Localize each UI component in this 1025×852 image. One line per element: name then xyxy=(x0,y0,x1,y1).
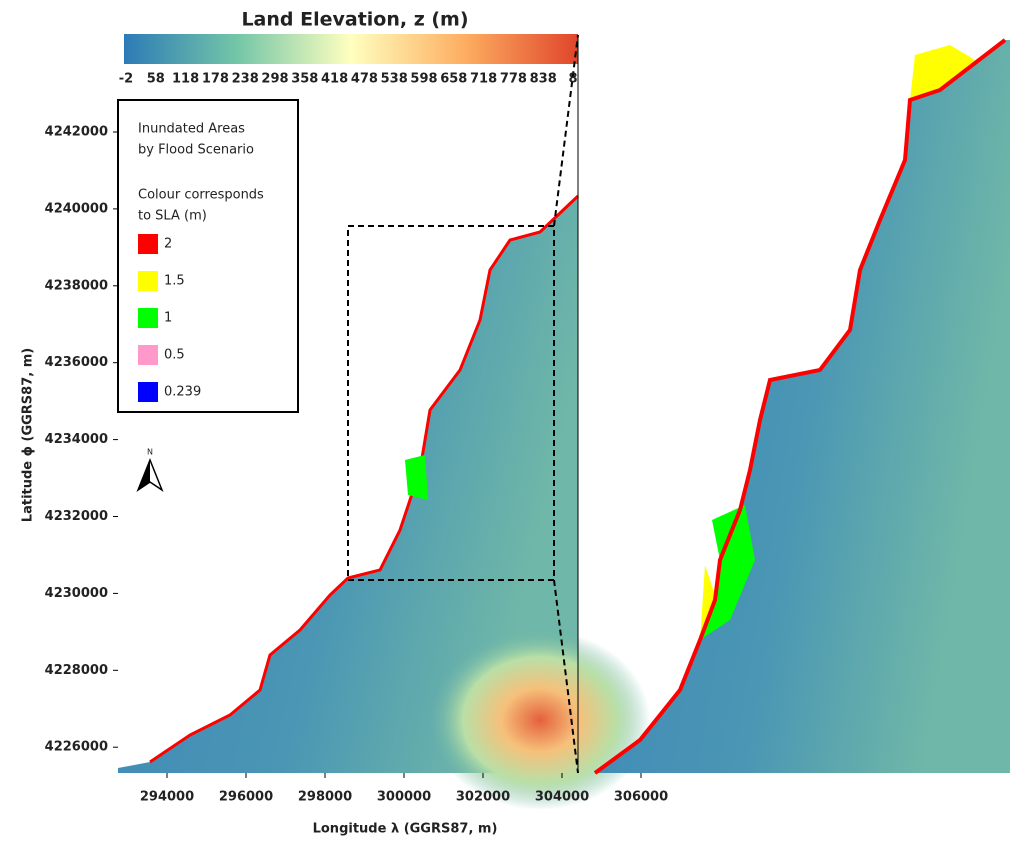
zoom-line xyxy=(553,579,579,774)
legend-title: Inundated Areas xyxy=(138,122,245,137)
colorbar-tick-label: 238 xyxy=(232,72,259,87)
legend-swatch xyxy=(138,345,158,365)
colorbar-tick-label: 8 xyxy=(568,72,577,87)
flood-edge xyxy=(593,38,1007,775)
colorbar-tick-label: 418 xyxy=(321,72,348,87)
zoom-box xyxy=(347,225,555,581)
colorbar-tick-label: 358 xyxy=(291,72,318,87)
colorbar-tick-label: 598 xyxy=(410,72,437,87)
colorbar-tick-label: 658 xyxy=(440,72,467,87)
colorbar xyxy=(124,34,578,64)
colorbar-tick-label: 118 xyxy=(172,72,199,87)
x-tick-label: 296000 xyxy=(219,790,273,805)
x-tick-label: 294000 xyxy=(140,790,194,805)
legend-swatch xyxy=(138,234,158,254)
flood-edge xyxy=(149,194,580,764)
x-tick-label: 306000 xyxy=(614,790,668,805)
north-label: N xyxy=(147,448,153,457)
legend-box xyxy=(117,99,299,413)
x-tick-label: 302000 xyxy=(456,790,510,805)
legend-label: 2 xyxy=(164,237,172,252)
y-tick-label: 4240000 xyxy=(45,201,108,216)
colorbar-tick-label: 838 xyxy=(530,72,557,87)
colorbar-tick-label: 778 xyxy=(500,72,527,87)
legend-label: 1 xyxy=(164,311,172,326)
y-tick-label: 4232000 xyxy=(45,509,108,524)
highland xyxy=(430,630,650,810)
land-right xyxy=(595,40,1010,773)
legend-title: by Flood Scenario xyxy=(138,143,254,158)
land-left xyxy=(118,196,578,773)
y-tick-label: 4242000 xyxy=(45,125,108,140)
legend-subtitle: Colour corresponds xyxy=(138,188,264,203)
colorbar-tick-label: 478 xyxy=(351,72,378,87)
y-tick-label: 4230000 xyxy=(45,586,108,601)
zoom-line xyxy=(553,34,579,227)
colorbar-tick-label: 178 xyxy=(202,72,229,87)
y-axis-label: Latitude ϕ (GGRS87, m) xyxy=(21,348,36,522)
north-arrow-half xyxy=(138,460,150,490)
y-tick-label: 4238000 xyxy=(45,278,108,293)
x-tick-label: 300000 xyxy=(377,790,431,805)
legend-swatch xyxy=(138,308,158,328)
legend-swatch xyxy=(138,271,158,291)
colorbar-tick-label: 298 xyxy=(261,72,288,87)
colorbar-tick-label: 718 xyxy=(470,72,497,87)
legend-label: 0.239 xyxy=(164,385,201,400)
colorbar-tick-label: 538 xyxy=(381,72,408,87)
colorbar-tick-label: -2 xyxy=(119,72,133,87)
y-tick-label: 4234000 xyxy=(45,432,108,447)
legend-label: 1.5 xyxy=(164,274,185,289)
legend-label: 0.5 xyxy=(164,348,185,363)
y-tick-label: 4226000 xyxy=(45,740,108,755)
x-axis-label: Longitude λ (GGRS87, m) xyxy=(313,822,498,837)
colorbar-title: Land Elevation, z (m) xyxy=(241,9,468,31)
legend-subtitle: to SLA (m) xyxy=(138,209,207,224)
colorbar-tick-label: 58 xyxy=(147,72,165,87)
x-tick-label: 304000 xyxy=(535,790,589,805)
flood-zone xyxy=(910,45,975,100)
flood-zone xyxy=(405,455,428,500)
flood-zone xyxy=(700,565,715,640)
x-tick-label: 298000 xyxy=(298,790,352,805)
y-tick-label: 4228000 xyxy=(45,663,108,678)
legend-swatch xyxy=(138,382,158,402)
legend: Inundated Areas by Flood Scenario Colour c… xyxy=(138,122,264,402)
y-tick-label: 4236000 xyxy=(45,355,108,370)
